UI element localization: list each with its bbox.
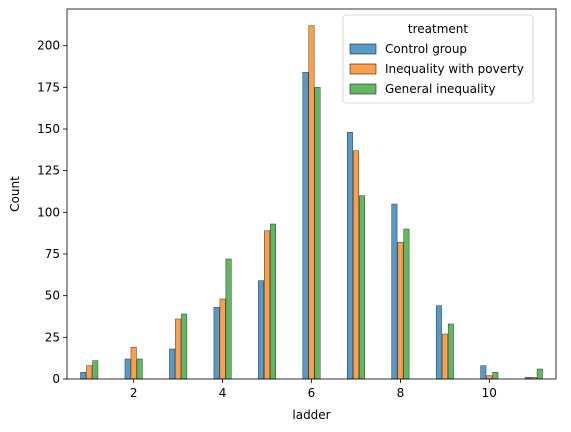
bar-inequality-with-poverty-7 — [353, 150, 359, 380]
bar-general-inequality-2 — [136, 358, 143, 380]
bar-general-inequality-11 — [536, 368, 543, 380]
bar-general-inequality-5 — [270, 223, 276, 380]
legend-title: treatment — [408, 22, 468, 36]
bar-control-group-5 — [258, 280, 264, 380]
bar-control-group-6 — [302, 72, 309, 380]
bar-general-inequality-9 — [447, 323, 454, 380]
bar-control-group-10 — [480, 365, 487, 380]
y-tick-label: 75 — [45, 247, 60, 261]
legend-label: General inequality — [385, 82, 495, 96]
y-tick-label: 50 — [45, 289, 60, 303]
bar-inequality-with-poverty-10 — [486, 375, 493, 380]
bar-general-inequality-6 — [314, 87, 321, 380]
bar-inequality-with-poverty-9 — [441, 333, 448, 380]
y-tick-label: 150 — [37, 122, 60, 136]
y-ticks-group: 0 25 50 75 100 125 150 175 200 — [37, 39, 67, 386]
legend-swatch — [349, 43, 377, 55]
bar-general-inequality-10 — [492, 372, 499, 380]
bar-inequality-with-poverty-6 — [308, 25, 315, 380]
bar-control-group-2 — [124, 358, 131, 380]
bar-control-group-4 — [213, 307, 220, 380]
y-tick-label: 175 — [37, 80, 60, 94]
legend-label: Inequality with poverty — [385, 62, 524, 76]
legend-swatch — [349, 83, 377, 95]
bar-control-group-3 — [169, 348, 176, 380]
y-tick-label: 25 — [45, 330, 60, 344]
bar-inequality-with-poverty-1 — [86, 365, 93, 380]
bar-inequality-with-poverty-5 — [264, 230, 270, 380]
bar-general-inequality-8 — [403, 228, 410, 380]
bar-general-inequality-3 — [181, 313, 188, 380]
legend-label: Control group — [385, 42, 467, 56]
bar-inequality-with-poverty-4 — [219, 298, 226, 380]
legend: treatment Control group Inequality with p… — [342, 14, 534, 104]
bar-general-inequality-1 — [92, 360, 99, 380]
y-tick-label: 100 — [37, 205, 60, 219]
x-tick-label: 8 — [397, 386, 405, 400]
legend-items: Control group Inequality with poverty Gene… — [349, 42, 524, 96]
bar-control-group-1 — [80, 372, 87, 380]
bar-control-group-7 — [347, 132, 353, 380]
y-tick-label: 0 — [52, 372, 60, 386]
bar-control-group-9 — [435, 305, 442, 380]
bar-control-group-8 — [391, 203, 398, 380]
x-tick-label: 6 — [308, 386, 316, 400]
legend-box — [342, 14, 534, 104]
bar-inequality-with-poverty-8 — [397, 242, 404, 380]
y-axis-label: Count — [8, 176, 22, 212]
x-tick-label: 2 — [130, 386, 138, 400]
legend-swatch — [349, 63, 377, 75]
bar-general-inequality-7 — [359, 195, 365, 380]
bar-inequality-with-poverty-2 — [130, 347, 137, 380]
bar-general-inequality-4 — [225, 258, 232, 380]
x-tick-label: 4 — [219, 386, 227, 400]
y-tick-label: 200 — [37, 39, 60, 53]
x-axis-label: ladder — [292, 408, 330, 422]
bars-group — [80, 25, 543, 380]
y-tick-label: 125 — [37, 164, 60, 178]
x-tick-label: 10 — [482, 386, 497, 400]
x-ticks-group: 2 4 6 8 10 — [130, 379, 497, 400]
bar-inequality-with-poverty-3 — [175, 318, 182, 380]
